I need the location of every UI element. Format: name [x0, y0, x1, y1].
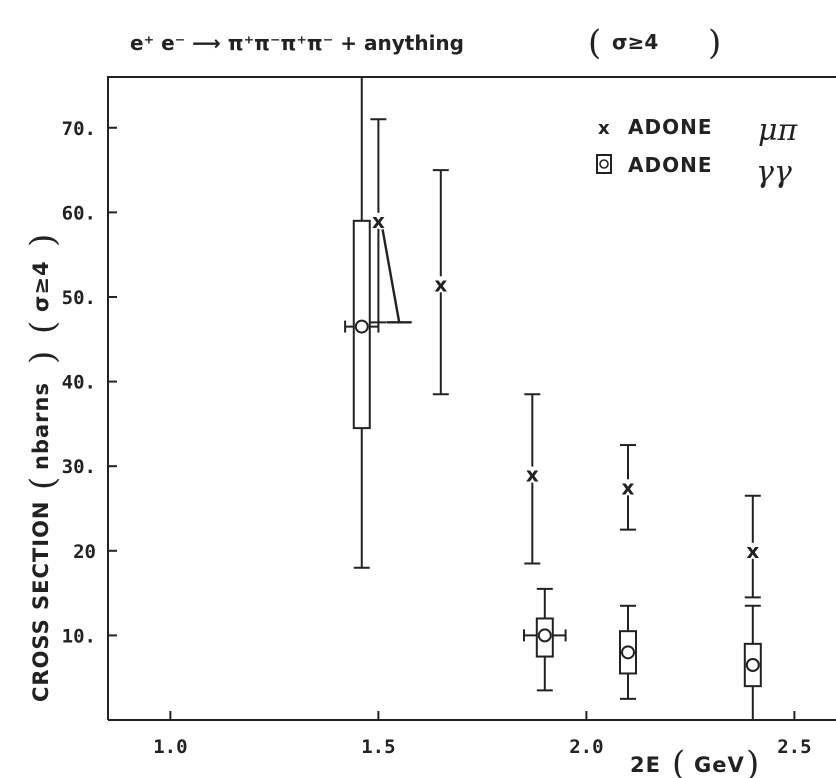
- annotation-lines: [381, 229, 412, 324]
- circle-marker: [354, 319, 369, 334]
- data-point-gammagamma: [743, 604, 762, 721]
- legend-label-mupi-symbol: μπ: [758, 113, 798, 148]
- y-tick-label: 20: [73, 541, 96, 563]
- y-tick-label: 70.: [62, 118, 96, 140]
- y-axis-title: CROSS SECTION: [29, 501, 53, 703]
- legend-marker-box: [596, 154, 612, 174]
- y-tick-label: 40.: [62, 372, 96, 394]
- plot-frame-top-left: [107, 76, 836, 720]
- x-axis-ticks: 1.0 1.5 2.0 2.5: [153, 711, 812, 758]
- x-marker-bg: [745, 542, 760, 559]
- chart-title-close-paren: ): [708, 23, 721, 63]
- y-axis-condition-open-paren: (: [23, 321, 63, 334]
- legend-marker-circle: [599, 159, 609, 169]
- x-axis-unit: GeV: [694, 753, 745, 777]
- y-axis-condition: σ≥4: [29, 260, 53, 312]
- y-tick-label: 30.: [62, 456, 96, 478]
- data-point-mupi: x: [432, 169, 449, 396]
- x-tick-label: 1.0: [153, 736, 187, 758]
- chart-title-condition: σ≥4: [612, 30, 658, 54]
- data-point-gammagamma: [523, 587, 567, 692]
- series-adone-mupi: x x x x x: [370, 118, 761, 599]
- circle-marker: [621, 645, 635, 660]
- x-marker-bg: [621, 479, 635, 496]
- legend-marker-x: x: [598, 118, 610, 139]
- y-axis-unit-close-paren: ): [23, 351, 63, 364]
- data-point-mupi: x: [370, 118, 387, 324]
- x-axis-unit-open-paren: (: [672, 744, 685, 778]
- annotation-line: [381, 229, 401, 323]
- data-point-gammagamma: [619, 604, 637, 700]
- y-axis-ticks: 10. 20 30. 40. 50. 60. 70.: [62, 118, 117, 647]
- plot-frame: [107, 76, 836, 721]
- x-axis-unit-close-paren: ): [746, 744, 759, 778]
- x-tick-label: 2.0: [569, 736, 603, 758]
- x-marker-bg: [433, 276, 448, 293]
- y-axis-unit-open-paren: (: [23, 477, 63, 490]
- legend-label-gammagamma: ADONE: [628, 153, 712, 177]
- x-marker-bg: [525, 466, 540, 483]
- x-marker-bg: [371, 212, 386, 229]
- y-axis-label: CROSS SECTION ( nbarns ) ( σ≥4 ): [23, 234, 63, 702]
- y-tick-label: 10.: [62, 625, 96, 647]
- series-adone-gammagamma: [344, 76, 762, 721]
- x-marker: x: [526, 463, 539, 487]
- legend: x ADONE μπ ADONE γγ: [596, 113, 798, 190]
- circle-marker: [745, 658, 760, 673]
- circle-marker: [537, 628, 552, 643]
- y-tick-label: 50.: [62, 287, 96, 309]
- x-marker: x: [746, 539, 759, 563]
- y-tick-label: 60.: [62, 202, 96, 224]
- y-axis-condition-close-paren: ): [23, 234, 63, 247]
- x-marker: x: [372, 209, 385, 233]
- x-marker: x: [434, 272, 447, 296]
- x-tick-label: 1.5: [361, 736, 395, 758]
- x-marker: x: [622, 475, 635, 499]
- x-axis-title: 2E: [630, 753, 661, 777]
- chart-title: e⁺ e⁻ ⟶ π⁺π⁻π⁺π⁻ + anything: [130, 31, 464, 55]
- chart-title-open-paren: (: [588, 23, 601, 63]
- legend-item-mupi: x ADONE μπ: [598, 113, 798, 148]
- legend-label-mupi: ADONE: [628, 115, 712, 139]
- y-axis-unit: nbarns: [29, 382, 53, 470]
- data-point-gammagamma: [344, 76, 380, 569]
- data-point-mupi: x: [744, 494, 761, 599]
- legend-label-gammagamma-symbol: γγ: [756, 155, 792, 190]
- legend-item-gammagamma: ADONE γγ: [596, 153, 792, 190]
- x-axis-label: 2E ( GeV ): [630, 744, 759, 778]
- data-point-mupi: x: [524, 393, 541, 565]
- data-point-mupi: x: [620, 444, 636, 531]
- x-tick-label: 2.5: [777, 736, 811, 758]
